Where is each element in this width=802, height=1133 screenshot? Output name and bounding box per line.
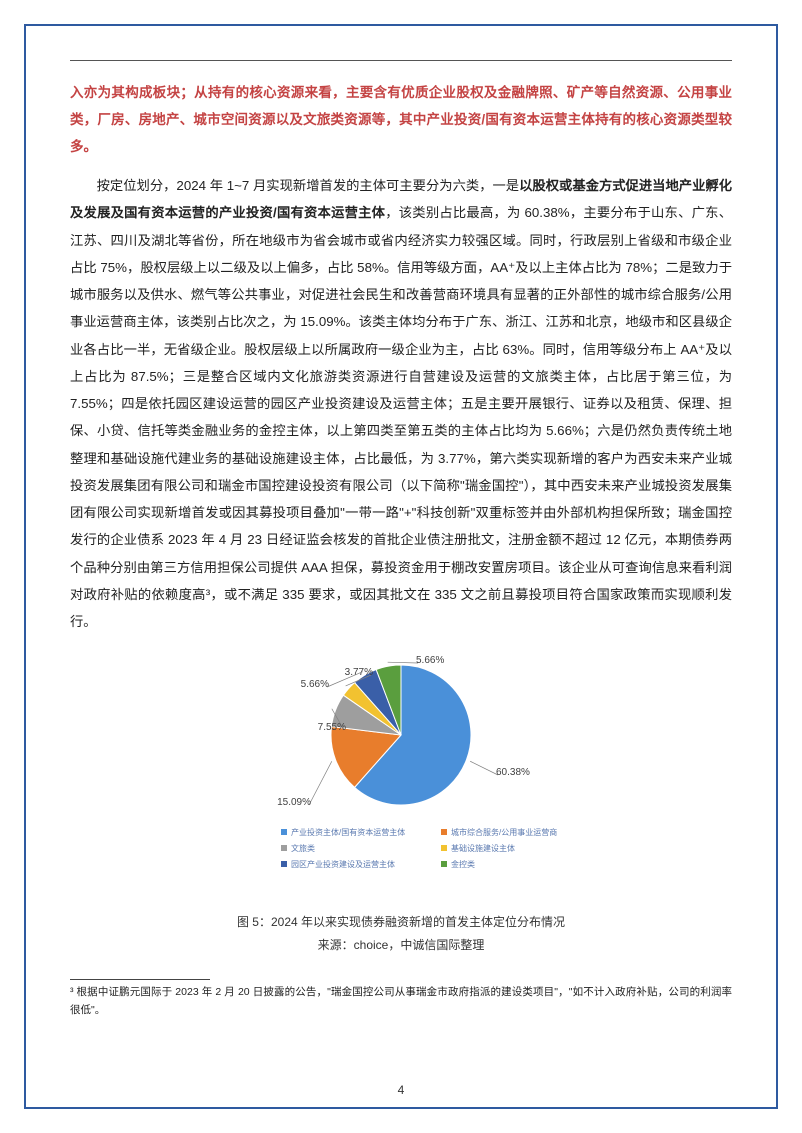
pct-label: 5.66%	[416, 655, 444, 666]
top-rule	[70, 60, 732, 61]
pct-label: 7.55%	[318, 722, 346, 733]
legend-swatch	[281, 861, 287, 867]
para-lead: 按定位划分，2024 年 1~7 月实现新增首发的主体可主要分为六类，一是	[97, 178, 520, 193]
legend-swatch	[441, 829, 447, 835]
legend-swatch	[441, 861, 447, 867]
intro-highlight: 入亦为其构成板块；从持有的核心资源来看，主要含有优质企业股权及金融牌照、矿产等自…	[70, 79, 732, 160]
pie-chart-figure: 60.38% 15.09% 7.55% 3.77% 5.66% 5.66% 产业投资主体/…	[70, 645, 732, 957]
chart-caption: 图 5：2024 年以来实现债券融资新增的首发主体定位分布情况 来源：choic…	[237, 911, 565, 957]
caption-title: 图 5：2024 年以来实现债券融资新增的首发主体定位分布情况	[237, 911, 565, 934]
pct-label: 15.09%	[277, 797, 311, 808]
legend-label: 产业投资主体/国有资本运营主体	[291, 827, 405, 837]
caption-source: 来源：choice，中诚信国际整理	[237, 934, 565, 957]
legend-swatch	[281, 845, 287, 851]
leader-line	[309, 761, 332, 805]
pct-label: 3.77%	[345, 667, 373, 678]
para-rest: ，该类别占比最高，为 60.38%，主要分布于山东、广东、江苏、四川及湖北等省份…	[70, 205, 732, 629]
footnote-text: ³ 根据中证鹏元国际于 2023 年 2 月 20 日披露的公告，"瑞金国控公司…	[70, 984, 732, 1020]
pct-label: 60.38%	[496, 767, 530, 778]
legend-swatch	[281, 829, 287, 835]
pct-label: 5.66%	[301, 679, 329, 690]
legend-label: 城市综合服务/公用事业运营商	[451, 827, 557, 837]
legend-label: 基础设施建设主体	[451, 843, 515, 853]
page-content: 入亦为其构成板块；从持有的核心资源来看，主要含有优质企业股权及金融牌照、矿产等自…	[70, 60, 732, 1073]
legend-label: 文旅类	[291, 843, 315, 853]
legend-swatch	[441, 845, 447, 851]
pie-chart-svg: 60.38% 15.09% 7.55% 3.77% 5.66% 5.66% 产业投资主体/…	[211, 645, 591, 905]
legend-label: 金控类	[451, 859, 475, 869]
leader-line	[470, 762, 498, 776]
body-paragraph: 按定位划分，2024 年 1~7 月实现新增首发的主体可主要分为六类，一是以股权…	[70, 172, 732, 635]
footnote-rule	[70, 979, 210, 980]
legend-label: 园区产业投资建设及运营主体	[291, 859, 395, 869]
page-number: 4	[0, 1083, 802, 1097]
leader-line	[388, 662, 418, 663]
